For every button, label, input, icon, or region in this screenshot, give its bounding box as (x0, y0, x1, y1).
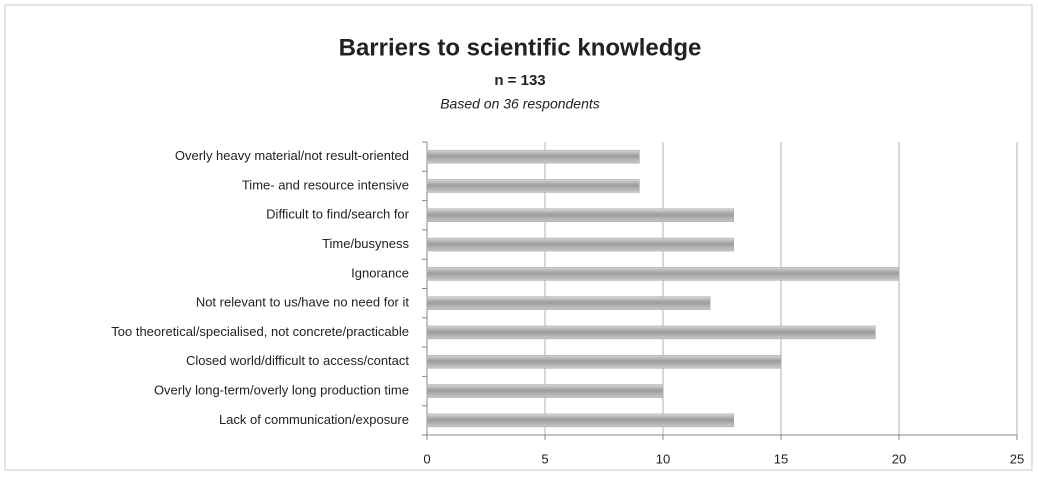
y-tick-label: Not relevant to us/have no need for it (196, 295, 410, 310)
y-tick-label: Ignorance (351, 265, 409, 280)
y-tick-label: Time- and resource intensive (242, 177, 409, 192)
y-tick-label: Overly long-term/overly long production … (154, 382, 409, 397)
chart-subtitle: n = 133 (494, 72, 545, 89)
bar (426, 325, 876, 340)
chart-note: Based on 36 respondents (440, 96, 600, 112)
bar (426, 267, 900, 281)
chart-title: Barriers to scientific knowledge (339, 34, 702, 61)
x-tick-label: 20 (892, 451, 906, 466)
x-tick-label: 25 (1010, 451, 1024, 466)
y-tick-label: Difficult to find/search for (266, 207, 409, 222)
bar (426, 296, 711, 310)
y-tick-label: Too theoretical/specialised, not concret… (111, 324, 409, 339)
bar (426, 208, 735, 222)
bar (426, 413, 735, 428)
bar (426, 237, 735, 252)
x-tick-label: 10 (656, 451, 670, 466)
bar (426, 384, 664, 398)
y-tick-label: Lack of communication/exposure (219, 412, 409, 427)
bar (426, 355, 782, 369)
bar (426, 149, 640, 164)
bar (426, 179, 640, 193)
x-tick-label: 0 (423, 451, 430, 466)
y-tick-label: Time/busyness (322, 236, 409, 251)
y-tick-label: Overly heavy material/not result-oriente… (175, 148, 409, 163)
y-tick-label: Closed world/difficult to access/contact (186, 353, 409, 368)
x-tick-label: 5 (541, 451, 548, 466)
x-tick-label: 15 (774, 451, 788, 466)
